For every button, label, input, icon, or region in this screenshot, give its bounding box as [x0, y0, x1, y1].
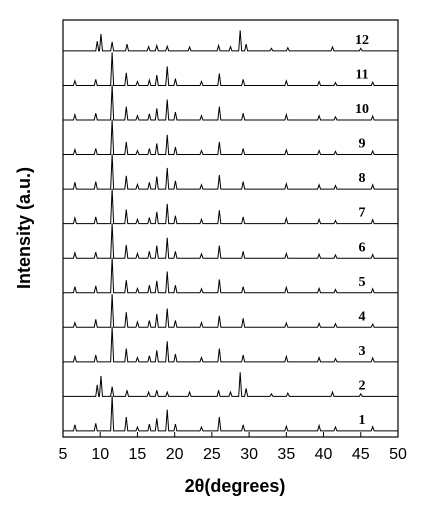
x-tick-label: 25 — [203, 446, 221, 463]
x-tick-label: 5 — [59, 446, 68, 463]
x-tick-label: 45 — [352, 446, 370, 463]
x-tick-label: 10 — [91, 446, 109, 463]
x-axis-label: 2θ(degrees) — [185, 476, 286, 496]
xrd-trace — [63, 395, 398, 432]
trace-label: 8 — [359, 171, 366, 186]
xrd-trace — [63, 30, 398, 52]
trace-label: 5 — [359, 275, 366, 290]
xrd-trace — [63, 52, 398, 86]
xrd-trace — [63, 119, 398, 156]
trace-label: 1 — [359, 413, 366, 428]
y-axis-label: Intensity (a.u.) — [14, 167, 34, 289]
trace-label: 3 — [359, 344, 366, 359]
trace-label: 10 — [355, 102, 369, 117]
xrd-trace — [63, 188, 398, 225]
x-tick-label: 30 — [240, 446, 258, 463]
xrd-trace — [63, 294, 398, 328]
x-tick-label: 40 — [315, 446, 333, 463]
x-tick-label: 20 — [166, 446, 184, 463]
xrd-trace — [63, 85, 398, 121]
xrd-trace — [63, 257, 398, 294]
xrd-trace — [63, 154, 398, 190]
plot-frame — [62, 19, 399, 438]
xrd-trace — [63, 223, 398, 259]
xrd-trace — [63, 372, 398, 397]
x-tick-label: 15 — [129, 446, 147, 463]
trace-label: 12 — [355, 33, 369, 48]
x-tick-label: 35 — [277, 446, 295, 463]
trace-label: 6 — [359, 240, 366, 255]
trace-label: 11 — [355, 68, 368, 83]
x-tick-label: 50 — [389, 446, 407, 463]
trace-label: 4 — [359, 309, 366, 324]
trace-label: 9 — [359, 137, 366, 152]
xrd-trace — [63, 326, 398, 363]
trace-label: 2 — [359, 378, 366, 393]
trace-label: 7 — [359, 206, 366, 221]
